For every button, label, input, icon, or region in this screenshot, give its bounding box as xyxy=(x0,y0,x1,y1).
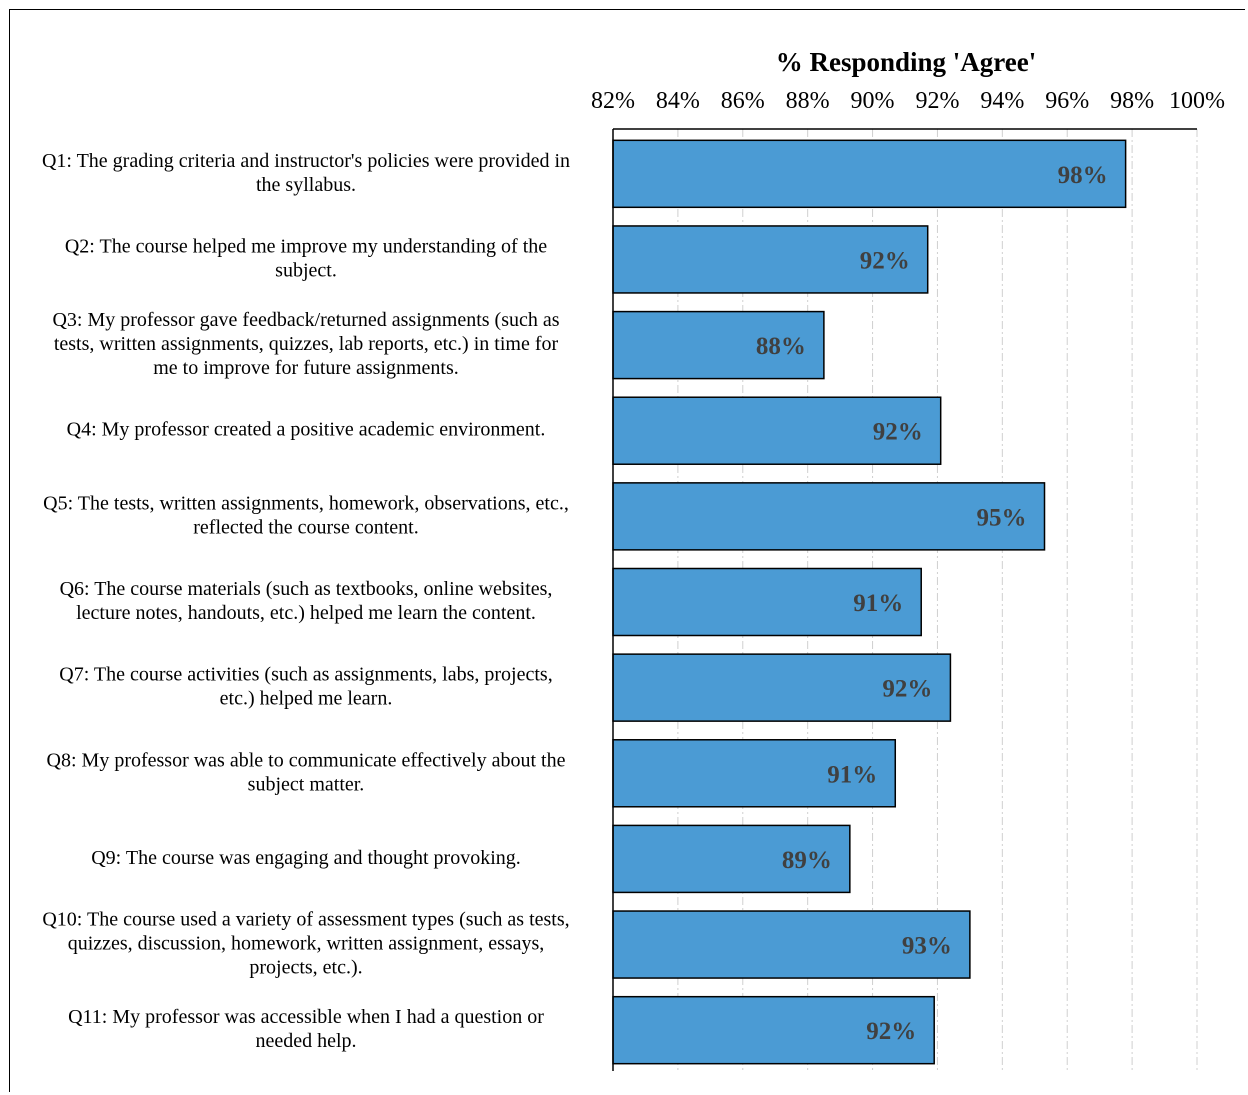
category-label: Q5: The tests, written assignments, home… xyxy=(43,492,569,538)
tick-label: 100% xyxy=(1169,88,1225,114)
tick-labels: 82% 84% 86% 88% 90% 92% 94% 96% 98% 100% xyxy=(591,88,1225,114)
category-label: Q2: The course helped me improve my unde… xyxy=(65,235,547,281)
data-label: 88% xyxy=(756,333,806,360)
tick-label: 92% xyxy=(915,88,959,114)
category-label: Q8: My professor was able to communicate… xyxy=(47,749,566,795)
category-labels: Q1: The grading criteria and instructor'… xyxy=(42,150,570,1052)
tick-label: 94% xyxy=(980,88,1024,114)
category-label: Q4: My professor created a positive acad… xyxy=(67,419,546,441)
category-label: Q1: The grading criteria and instructor'… xyxy=(42,150,570,196)
tick-label: 84% xyxy=(656,88,700,114)
data-label: 95% xyxy=(977,504,1027,531)
bar xyxy=(612,910,971,979)
tick-label: 90% xyxy=(851,88,895,114)
bar xyxy=(612,739,897,808)
bar xyxy=(612,396,942,465)
category-label: Q3: My professor gave feedback/returned … xyxy=(52,309,559,379)
bar xyxy=(612,567,922,637)
tick-label: 82% xyxy=(591,88,635,114)
data-label: 92% xyxy=(866,1018,916,1045)
category-label: Q10: The course used a variety of assess… xyxy=(42,909,569,979)
data-label: 92% xyxy=(882,676,932,703)
data-label: 92% xyxy=(873,419,923,446)
bar xyxy=(612,310,825,380)
bar xyxy=(612,139,1127,209)
data-label: 91% xyxy=(853,590,903,617)
data-label: 89% xyxy=(782,847,832,874)
category-label: Q9: The course was engaging and thought … xyxy=(91,847,521,869)
data-labels: 98% 92% 88% 92% 95% 91% 92% 91% 89% 93% 92% xyxy=(756,162,1108,1045)
category-label: Q11: My professor was accessible when I … xyxy=(68,1006,544,1052)
bar xyxy=(612,225,929,294)
category-label: Q7: The course activities (such as assig… xyxy=(59,664,552,710)
data-label: 93% xyxy=(902,933,952,960)
tick-label: 98% xyxy=(1110,88,1154,114)
data-label: 92% xyxy=(860,247,910,274)
axes xyxy=(612,128,1197,1071)
tick-label: 96% xyxy=(1045,88,1089,114)
chart-frame xyxy=(9,9,1245,1092)
tick-label: 88% xyxy=(786,88,830,114)
category-label: Q6: The course materials (such as textbo… xyxy=(60,578,553,624)
bar xyxy=(612,824,851,894)
tick-label: 86% xyxy=(721,88,765,114)
bars xyxy=(612,139,1127,1065)
data-label: 91% xyxy=(827,761,877,788)
data-label: 98% xyxy=(1058,162,1108,189)
chart-title: % Responding 'Agree' xyxy=(776,47,1037,77)
bar xyxy=(612,482,1046,551)
